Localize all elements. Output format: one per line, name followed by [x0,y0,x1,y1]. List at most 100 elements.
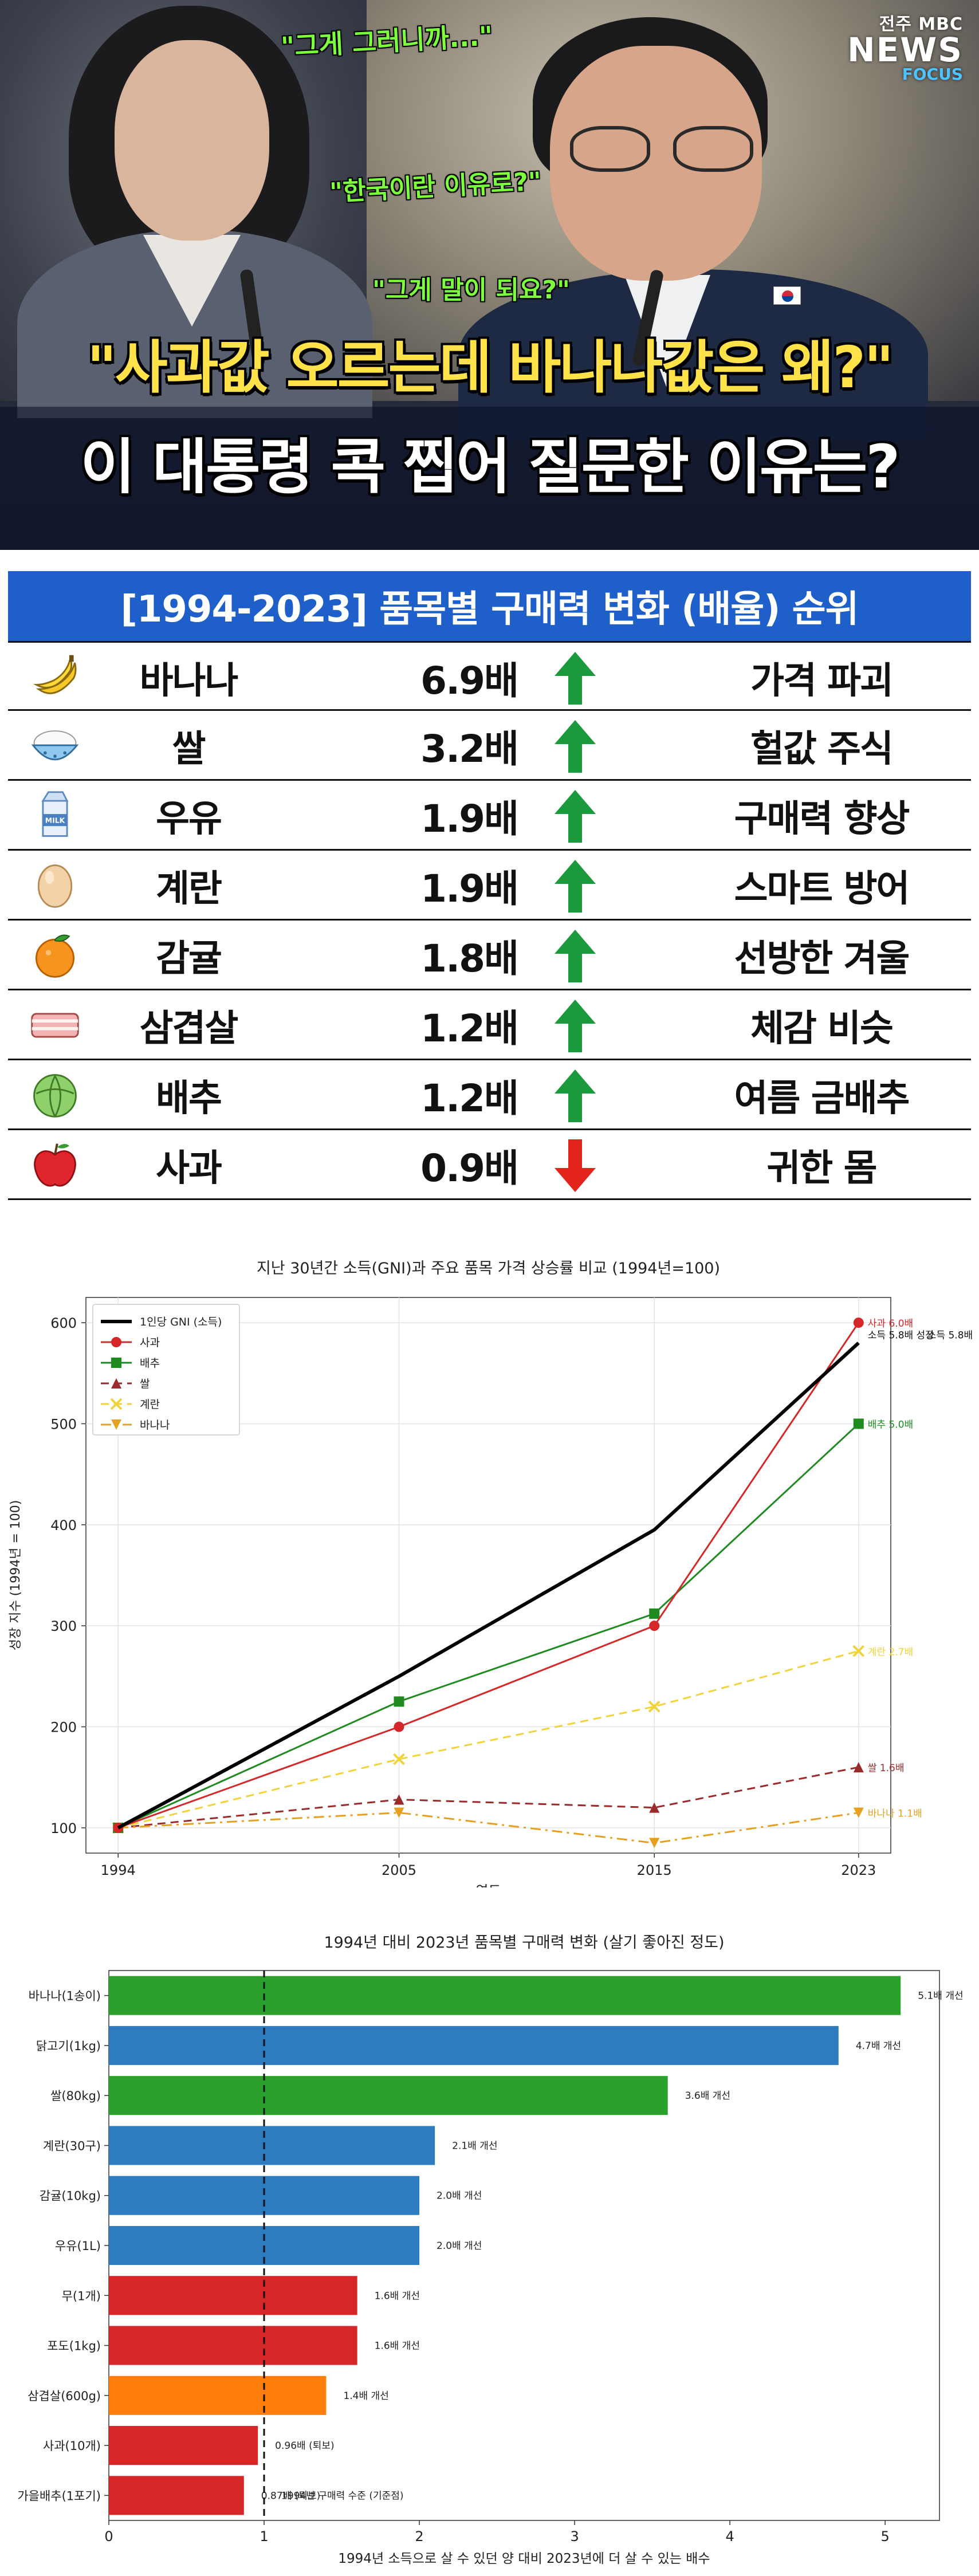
ranking-title: [1994-2023] 품목별 구매력 변화 (배율) 순위 [8,571,971,641]
headline-secondary: 이 대통령 콕 찝어 질문한 이유는? [80,432,900,502]
ranking-rows: 바나나 6.9배 가격 파괴 쌀 3.2배 헐값 주식 MILK 우유 1.9배 구매력 향상 계란… [8,641,971,1200]
tangerine-icon [35,934,75,978]
category-label: 감귤(10kg) [40,2189,101,2203]
bar [109,2426,258,2465]
tick-label-y: 100 [50,1820,77,1836]
ranking-row: 배추 1.2배 여름 금배추 [8,1060,971,1130]
item-name: 감귤 [156,938,222,980]
item-multiplier: 1.9배 [420,797,519,841]
bar-value-label: 2.0배 개선 [437,2190,482,2202]
ranking-row: MILK 우유 1.9배 구매력 향상 [8,781,971,851]
data-point [393,1753,405,1765]
end-value-label: 소득 5.8배 성장 [868,1330,934,1341]
svg-text:MILK: MILK [45,816,66,824]
ranking-row: 계란 1.9배 스마트 방어 [8,851,971,921]
item-multiplier: 6.9배 [420,659,519,703]
pork-belly-icon [31,1013,79,1038]
item-note: 스마트 방어 [734,868,910,910]
arrow-up-icon [555,860,596,913]
bar-value-label: 1.6배 개선 [375,2290,420,2302]
cabbage-icon [33,1074,77,1118]
item-multiplier: 1.2배 [420,1006,519,1051]
ranking-row: 바나나 6.9배 가격 파괴 [8,641,971,711]
item-multiplier: 1.8배 [420,937,519,981]
x-axis-label: 1994년 소득으로 살 수 있던 양 대비 2023년에 더 살 수 있는 배… [338,2551,710,2566]
tick-label-x: 2005 [382,1862,416,1878]
legend-label: 계란 [140,1398,160,1411]
reference-line-label: 1994년 구매력 수준 (기준점) [281,2490,404,2502]
y-axis-label: 성장 지수 (1994년 = 100) [9,1500,23,1651]
category-label: 포도(1kg) [47,2339,101,2353]
data-point [649,1802,660,1813]
series-1: 사과 6.0배 [113,1318,913,1833]
item-multiplier: 1.2배 [420,1076,519,1120]
legend-marker [111,1358,121,1368]
bar-value-label: 5.1배 개선 [918,1991,963,2002]
tick-label-y: 500 [50,1416,77,1432]
item-note: 귀한 몸 [766,1147,878,1190]
logo-news: NEWS [847,30,963,69]
tick-label-x: 2023 [841,1862,876,1878]
ranking-row: 쌀 3.2배 헐값 주식 [8,711,971,781]
end-value-label-extra: 소득 5.8배 [927,1330,973,1341]
item-name: 계란 [156,868,222,910]
tick-label-x: 2015 [637,1862,672,1878]
tick-label-x: 2 [415,2528,423,2544]
series-line [117,1423,859,1829]
milk-carton-icon: MILK [41,791,69,837]
bar-value-label: 0.96배 (퇴보) [275,2440,334,2452]
banana-icon [33,655,77,694]
category-label: 닭고기(1kg) [36,2039,101,2053]
tick-label-x: 3 [570,2528,579,2544]
woman-face-shape [115,40,269,241]
legend-box [92,1304,240,1436]
quote-bubble-3: "그게 말이 되요?" [372,276,570,305]
ranking-row: 삼겹살 1.2배 체감 비슷 [8,990,971,1060]
data-point [394,1807,404,1818]
chart-title: 1994년 대비 2023년 품목별 구매력 변화 (살기 좋아진 정도) [324,1934,724,1952]
data-point [853,1318,864,1328]
logo-brand: MBC [918,14,963,34]
legend-label: 배추 [140,1357,160,1370]
category-label: 사과(10개) [43,2439,101,2453]
data-point [394,1696,404,1707]
category-label: 삼겹살(600g) [27,2389,101,2403]
tick-label-y: 300 [50,1618,77,1634]
end-value-label: 배추 5.0배 [868,1419,913,1430]
ranking-row: 사과 0.9배 귀한 몸 [8,1130,971,1200]
item-note: 여름 금배추 [734,1077,910,1120]
data-point [649,1621,660,1631]
data-point [853,1807,864,1818]
data-point [852,1645,865,1657]
arrow-up-icon [555,1069,596,1122]
tick-label-x: 1994 [101,1862,136,1878]
bar-value-label: 3.6배 개선 [685,2090,730,2102]
legend-marker [110,1398,123,1410]
arrow-up-icon [555,652,596,705]
item-note: 체감 비슷 [750,1008,894,1050]
ranking-row: 감귤 1.8배 선방한 겨울 [8,921,971,990]
item-note: 선방한 겨울 [734,938,910,980]
end-value-label: 계란 2.7배 [868,1646,913,1658]
headline-band [0,407,979,550]
series-0: 소득 5.8배 성장 [117,1330,934,1830]
series-line [117,1322,860,1829]
category-label: 바나나(1송이) [29,1989,101,2003]
logo-region: 전주 [879,14,912,34]
item-multiplier: 3.2배 [420,727,519,771]
item-name: 우유 [156,798,222,840]
bar [109,2476,244,2515]
end-value-label: 사과 6.0배 [868,1318,913,1330]
bar [109,2276,357,2315]
rice-bowl-icon [31,730,79,761]
data-point [394,1794,404,1805]
apple-icon [34,1143,76,1187]
bar-value-label: 0.87배 (퇴보) [261,2490,320,2502]
legend-label: 1인당 GNI (소득) [140,1316,222,1328]
data-point [853,1762,864,1773]
bar-value-label: 1.4배 개선 [343,2390,388,2402]
tick-label-y: 600 [50,1315,77,1331]
data-point [649,1608,660,1619]
category-label: 계란(30구) [43,2139,101,2153]
arrow-up-icon [555,720,596,773]
